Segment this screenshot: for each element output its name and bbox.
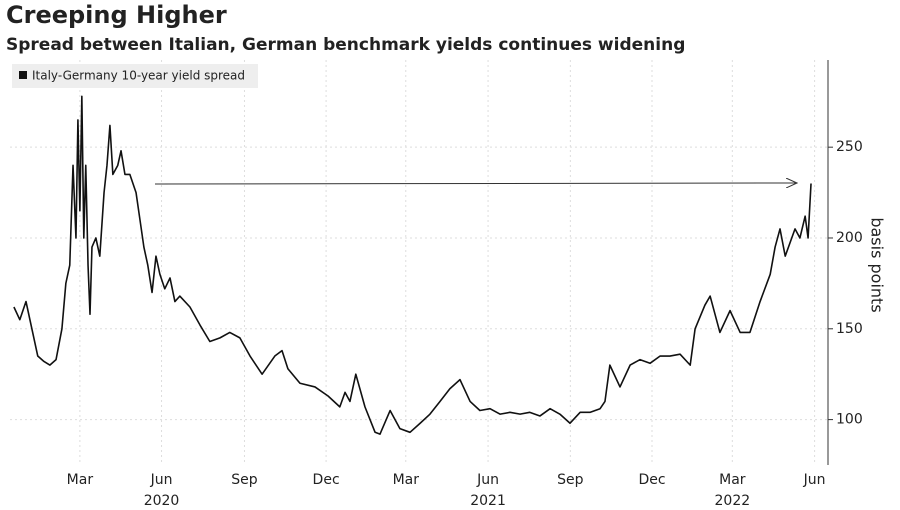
chart-subtitle: Spread between Italian, German benchmark…: [6, 35, 685, 55]
y-tick-label: 250: [836, 139, 863, 155]
x-tick-label: Dec: [313, 472, 340, 488]
legend-swatch: [19, 71, 27, 79]
x-tick-label: Sep: [231, 472, 258, 488]
annotation-arrow: [154, 183, 797, 184]
x-tick-label: Jun: [803, 472, 826, 488]
x-tick-label: Jun: [150, 472, 173, 488]
data-line: [13, 95, 812, 435]
plot-area: 100 150 200 250 Mar Jun Sep Dec Mar Jun Sep Dec Mar J…: [10, 60, 863, 509]
x-year-label: 2020: [144, 493, 180, 509]
y-axis-label: basis points: [868, 217, 887, 312]
x-year-label: 2021: [470, 493, 506, 509]
chart-title: Creeping Higher: [6, 1, 227, 29]
legend-box: [12, 64, 258, 88]
x-tick-label: Sep: [557, 472, 584, 488]
legend-label: Italy-Germany 10-year yield spread: [32, 69, 245, 83]
x-tick-label: Mar: [719, 472, 746, 488]
x-tick-label: Mar: [393, 472, 420, 488]
y-tick-label: 150: [836, 321, 863, 337]
x-year-label: 2022: [715, 493, 751, 509]
y-tick-label: 100: [836, 412, 863, 428]
x-tick-label: Dec: [638, 472, 665, 488]
x-tick-label: Jun: [476, 472, 499, 488]
x-tick-label: Mar: [67, 472, 94, 488]
y-tick-label: 200: [836, 230, 863, 246]
